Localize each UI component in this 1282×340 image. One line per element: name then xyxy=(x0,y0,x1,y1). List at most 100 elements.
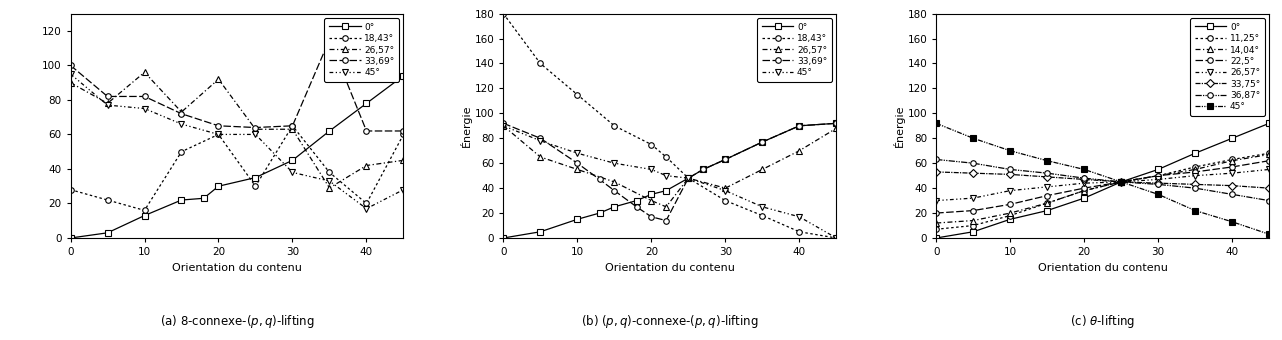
33,69° xyxy=(792,124,808,128)
33,69° xyxy=(496,121,512,125)
0° xyxy=(1150,167,1165,171)
Legend: 0°, 18,43°, 26,57°, 33,69°, 45°: 0°, 18,43°, 26,57°, 33,69°, 45° xyxy=(324,18,399,82)
0° xyxy=(681,176,696,180)
33,69° xyxy=(681,176,696,180)
45° xyxy=(396,188,412,192)
26,57° xyxy=(210,77,226,81)
36,87° xyxy=(965,161,981,165)
0° xyxy=(695,167,710,171)
X-axis label: Orientation du contenu: Orientation du contenu xyxy=(605,262,735,273)
0° xyxy=(1261,121,1277,125)
0° xyxy=(792,124,808,128)
11,25° xyxy=(1040,201,1055,205)
11,25° xyxy=(1003,214,1018,218)
36,87° xyxy=(1003,167,1018,171)
Line: 0°: 0° xyxy=(933,120,1272,241)
45° xyxy=(718,189,733,193)
0° xyxy=(659,189,674,193)
18,43° xyxy=(496,12,512,16)
33,69° xyxy=(396,129,412,133)
0° xyxy=(755,140,770,144)
0° xyxy=(569,217,585,221)
26,57° xyxy=(1261,167,1277,171)
45° xyxy=(1040,159,1055,163)
26,57° xyxy=(681,176,696,180)
45° xyxy=(928,121,944,125)
Line: 33,75°: 33,75° xyxy=(933,169,1272,191)
33,69° xyxy=(63,63,78,67)
33,69° xyxy=(644,215,659,219)
33,69° xyxy=(174,112,190,116)
26,57° xyxy=(1003,189,1018,193)
26,57° xyxy=(1150,177,1165,182)
0° xyxy=(285,158,300,163)
22,5° xyxy=(928,211,944,215)
45° xyxy=(659,174,674,178)
11,25° xyxy=(1150,174,1165,178)
0° xyxy=(174,198,190,202)
18,43° xyxy=(210,132,226,136)
22,5° xyxy=(1040,193,1055,198)
22,5° xyxy=(1150,174,1165,178)
22,5° xyxy=(965,208,981,212)
18,43° xyxy=(100,198,115,202)
18,43° xyxy=(63,188,78,192)
22,5° xyxy=(1114,180,1129,184)
0° xyxy=(1224,136,1240,140)
18,43° xyxy=(396,132,412,136)
18,43° xyxy=(285,124,300,128)
45° xyxy=(569,151,585,155)
33,75° xyxy=(1224,184,1240,188)
45° xyxy=(496,124,512,128)
33,69° xyxy=(569,161,585,165)
26,57° xyxy=(322,186,337,190)
26,57° xyxy=(396,158,412,163)
22,5° xyxy=(1003,202,1018,206)
0° xyxy=(629,199,645,203)
18,43° xyxy=(718,199,733,203)
18,43° xyxy=(569,92,585,97)
0° xyxy=(1003,217,1018,221)
33,75° xyxy=(928,170,944,174)
0° xyxy=(828,121,844,125)
0° xyxy=(396,74,412,78)
26,57° xyxy=(928,199,944,203)
11,25° xyxy=(928,227,944,231)
26,57° xyxy=(1077,181,1092,185)
33,69° xyxy=(359,129,374,133)
33,69° xyxy=(718,157,733,162)
0° xyxy=(196,196,212,200)
Legend: 0°, 18,43°, 26,57°, 33,69°, 45°: 0°, 18,43°, 26,57°, 33,69°, 45° xyxy=(758,18,832,82)
36,87° xyxy=(1261,199,1277,203)
45° xyxy=(1003,149,1018,153)
33,75° xyxy=(1077,177,1092,182)
14,04° xyxy=(1003,211,1018,215)
36,87° xyxy=(928,157,944,162)
Text: (b) $(p, q)$-connexe-$(p, q)$-lifting: (b) $(p, q)$-connexe-$(p, q)$-lifting xyxy=(581,313,759,330)
33,75° xyxy=(1150,181,1165,185)
45° xyxy=(606,161,622,165)
14,04° xyxy=(965,219,981,223)
Y-axis label: Énergie: Énergie xyxy=(460,105,472,147)
45° xyxy=(965,136,981,140)
33,69° xyxy=(285,124,300,128)
0° xyxy=(532,230,547,234)
0° xyxy=(63,236,78,240)
18,43° xyxy=(828,236,844,240)
11,25° xyxy=(1261,151,1277,155)
Line: 18,43°: 18,43° xyxy=(68,123,406,213)
0° xyxy=(322,129,337,133)
Line: 45°: 45° xyxy=(500,123,840,241)
14,04° xyxy=(1261,152,1277,156)
26,57° xyxy=(496,124,512,128)
26,57° xyxy=(137,70,153,74)
0° xyxy=(137,214,153,218)
33,69° xyxy=(247,125,263,130)
45° xyxy=(100,103,115,107)
26,57° xyxy=(1114,180,1129,184)
22,5° xyxy=(1224,165,1240,169)
14,04° xyxy=(1224,159,1240,163)
45° xyxy=(247,132,263,136)
14,04° xyxy=(1077,189,1092,193)
0° xyxy=(247,175,263,180)
